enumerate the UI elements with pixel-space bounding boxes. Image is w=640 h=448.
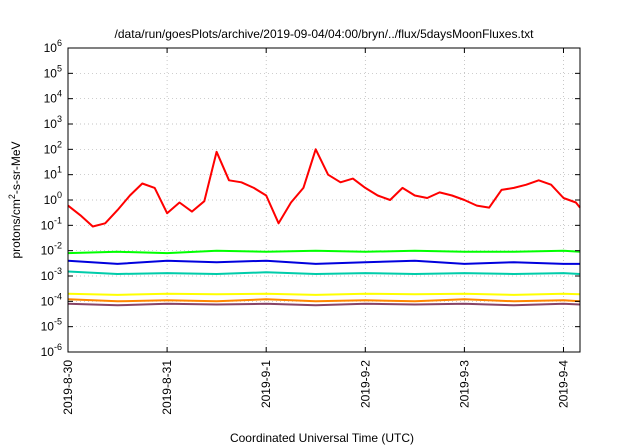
series-line-5 (67, 292, 581, 296)
y-tick-labels: 10-6 10-5 10-4 10-3 10-2 10-1 100 101 102 103 104 1… (41, 38, 580, 359)
y-tick-label: 10-3 (41, 266, 62, 283)
y-axis-label-sup: 2 (7, 194, 17, 199)
x-tick-label: 2019-9-2 (358, 360, 372, 408)
series-line-3 (67, 259, 580, 265)
y-tick-label: 103 (44, 114, 62, 131)
series-line-7 (67, 302, 581, 307)
y-axis-label-rest: -s-sr-MeV (9, 141, 23, 194)
x-tick-label: 2019-9-3 (457, 360, 471, 408)
y-tick-label: 10-4 (41, 291, 62, 308)
y-axis-label: protons/cm2-s-sr-MeV (7, 141, 23, 258)
series-line-4 (67, 270, 581, 275)
series-line-6 (67, 298, 581, 303)
y-tick-label: 10-5 (41, 317, 62, 334)
y-axis-label-main: protons/cm (9, 199, 23, 258)
y-tick-label: 106 (44, 38, 62, 55)
series-line-1 (67, 148, 581, 228)
y-tick-label: 10-1 (41, 215, 62, 232)
y-tick-label: 104 (44, 89, 62, 106)
y-tick-label: 105 (44, 63, 62, 80)
y-tick-label: 101 (44, 165, 62, 182)
x-tick-labels: 2019-8-30 2019-8-31 2019-9-1 2019-9-2 2019-9… (61, 48, 570, 415)
x-tick-label: 2019-9-1 (259, 360, 273, 408)
grid-lines (68, 48, 580, 352)
chart-title: /data/run/goesPlots/archive/2019-09-04/0… (115, 27, 535, 41)
y-tick-label: 10-6 (41, 342, 62, 359)
series-lines (67, 148, 581, 307)
x-tick-label: 2019-8-30 (61, 360, 75, 415)
x-tick-label: 2019-8-31 (160, 360, 174, 415)
series-line-2 (67, 249, 581, 255)
y-tick-label: 100 (44, 190, 62, 207)
y-tick-label: 102 (44, 139, 62, 156)
x-tick-label: 2019-9-4 (556, 360, 570, 408)
x-axis-label: Coordinated Universal Time (UTC) (230, 431, 414, 445)
y-tick-label: 10-2 (41, 241, 62, 258)
